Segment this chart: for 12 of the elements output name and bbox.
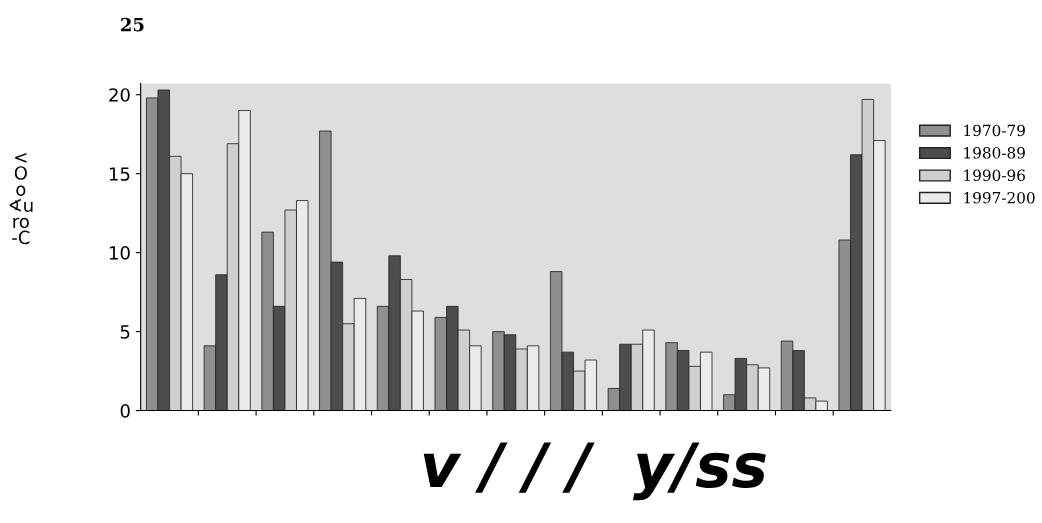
y-tick-label: 15: [109, 167, 130, 181]
y-tick-label: 20: [109, 88, 130, 102]
legend-label: 1980-89: [964, 147, 1025, 159]
y-tick-label: 0: [120, 404, 130, 418]
y-axis-title: < O o ∢u ro -C: [9, 152, 33, 245]
x-axis-title: v / / / y/ss: [423, 442, 766, 501]
legend-label: 1990-96: [964, 169, 1025, 182]
y-tick-label: 10: [109, 246, 130, 260]
legend-label: 1970-79: [964, 124, 1025, 137]
legend-label: 1997-200: [964, 191, 1035, 204]
y-tick-label: 5: [120, 325, 130, 339]
text: 25: [121, 17, 144, 32]
